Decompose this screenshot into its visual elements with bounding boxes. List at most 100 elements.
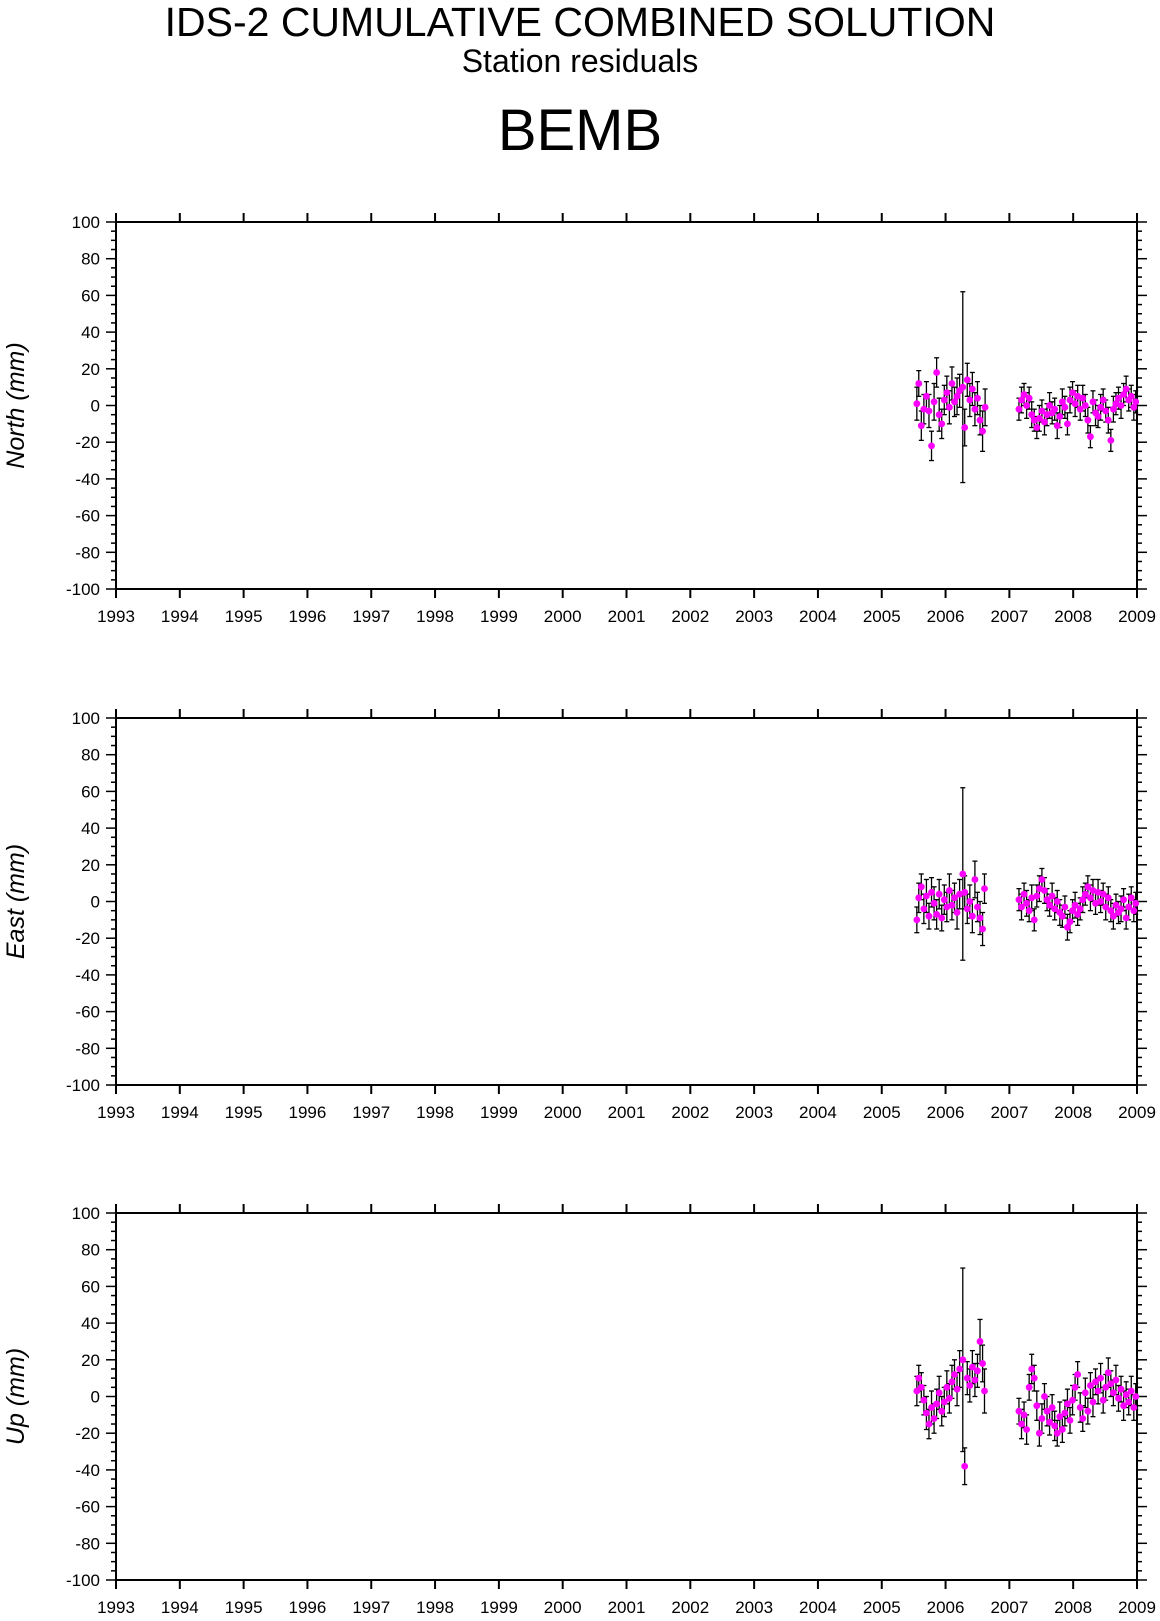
data-point <box>1046 901 1053 909</box>
data-point <box>1132 398 1140 406</box>
x-tick-label: 1994 <box>161 1103 199 1122</box>
data-point <box>963 905 971 913</box>
data-point <box>1081 890 1089 898</box>
y-tick-label: 80 <box>81 250 100 269</box>
data-point <box>1051 1422 1059 1430</box>
data-point <box>1117 1385 1125 1393</box>
data-point <box>976 416 984 424</box>
data-point <box>935 890 943 898</box>
data-point <box>951 398 958 406</box>
y-tick-label: 80 <box>81 1241 100 1260</box>
data-point <box>1117 905 1125 913</box>
data-point <box>959 383 967 391</box>
data-point <box>974 394 981 402</box>
y-tick-label: -20 <box>75 929 100 948</box>
data-point <box>1079 1415 1087 1422</box>
data-point <box>1020 1411 1028 1419</box>
y-tick-label: 0 <box>91 893 100 912</box>
data-point <box>1015 405 1023 413</box>
data-point <box>1020 391 1028 398</box>
data-point <box>1071 400 1079 408</box>
data-point <box>1107 907 1115 915</box>
x-tick-label: 2005 <box>863 1103 901 1122</box>
data-point <box>945 403 953 411</box>
data-point <box>1053 1429 1061 1437</box>
y-tick-label: -20 <box>75 433 100 452</box>
chart-up: 1993 1994 1995 1996 1997 1998 1999 2000 2001 2002… <box>2 1204 1156 1617</box>
y-tick-label: -40 <box>75 966 100 985</box>
data-point <box>1130 907 1138 915</box>
data-point <box>1035 885 1043 893</box>
data-point <box>1081 402 1089 409</box>
data-point <box>1038 1415 1046 1422</box>
data-point <box>1079 896 1087 904</box>
data-point <box>1120 1402 1127 1410</box>
data-point <box>943 1383 951 1391</box>
data-point <box>923 1409 930 1417</box>
data-point <box>940 396 948 404</box>
data-point <box>1069 1396 1076 1404</box>
y-tick-label: 60 <box>81 782 100 801</box>
data-point <box>1120 896 1127 904</box>
data-point <box>1087 894 1094 902</box>
data-point <box>930 1415 938 1422</box>
data-point <box>1053 898 1061 905</box>
data-point <box>915 1374 923 1382</box>
data-point <box>953 909 961 916</box>
data-point <box>1071 1383 1079 1391</box>
data-point <box>945 887 953 894</box>
data-point <box>1018 396 1025 404</box>
data-point <box>974 1367 981 1375</box>
data-point <box>928 888 935 896</box>
x-tick-label: 1993 <box>97 1103 135 1122</box>
y-tick-label: 100 <box>72 1204 100 1223</box>
data-point <box>961 1462 969 1470</box>
data-point <box>933 1400 941 1408</box>
data-point <box>913 400 921 408</box>
data-point <box>1117 402 1125 409</box>
data-point <box>948 380 956 387</box>
y-tick-label: -80 <box>75 543 100 562</box>
data-point <box>1033 1402 1041 1410</box>
data-point <box>1089 887 1097 894</box>
data-point <box>1025 1383 1033 1391</box>
data-point <box>1074 910 1082 918</box>
y-tick-label: 20 <box>81 1351 100 1370</box>
data-point <box>981 885 988 893</box>
data-point <box>925 407 933 415</box>
data-point <box>1076 905 1084 913</box>
data-point <box>1094 1387 1102 1395</box>
x-tick-label: 1995 <box>225 1103 263 1122</box>
data-point <box>943 903 951 911</box>
data-point <box>1087 433 1094 441</box>
data-point <box>1033 424 1041 431</box>
y-tick-label: -60 <box>75 507 100 526</box>
data-point <box>1035 414 1043 422</box>
data-point <box>1130 1404 1138 1411</box>
y-axis-title: Up (mm) <box>2 1348 30 1445</box>
chart-east: 1993 1994 1995 1996 1997 1998 1999 2000 2001 2002… <box>2 709 1156 1122</box>
data-point <box>938 914 946 922</box>
data-point <box>1109 912 1117 920</box>
data-point <box>917 1383 925 1391</box>
data-point <box>933 910 941 918</box>
data-point <box>1074 392 1082 400</box>
data-point <box>1058 1426 1066 1433</box>
data-point <box>1046 402 1053 409</box>
data-point <box>1127 392 1135 400</box>
data-point <box>1023 899 1031 907</box>
data-point <box>1089 1398 1097 1406</box>
data-point <box>943 389 951 397</box>
data-point <box>928 442 935 450</box>
data-point <box>1041 418 1048 426</box>
data-point <box>1084 416 1092 424</box>
y-axis-title: East (mm) <box>2 844 30 959</box>
x-tick-label: 2001 <box>608 607 646 626</box>
x-tick-label: 2001 <box>608 1103 646 1122</box>
x-tick-label: 2003 <box>735 1103 773 1122</box>
data-point <box>1097 403 1105 411</box>
data-point <box>1053 422 1061 430</box>
data-point <box>938 1407 946 1415</box>
data-point <box>1023 402 1031 409</box>
data-point <box>1112 1376 1120 1384</box>
